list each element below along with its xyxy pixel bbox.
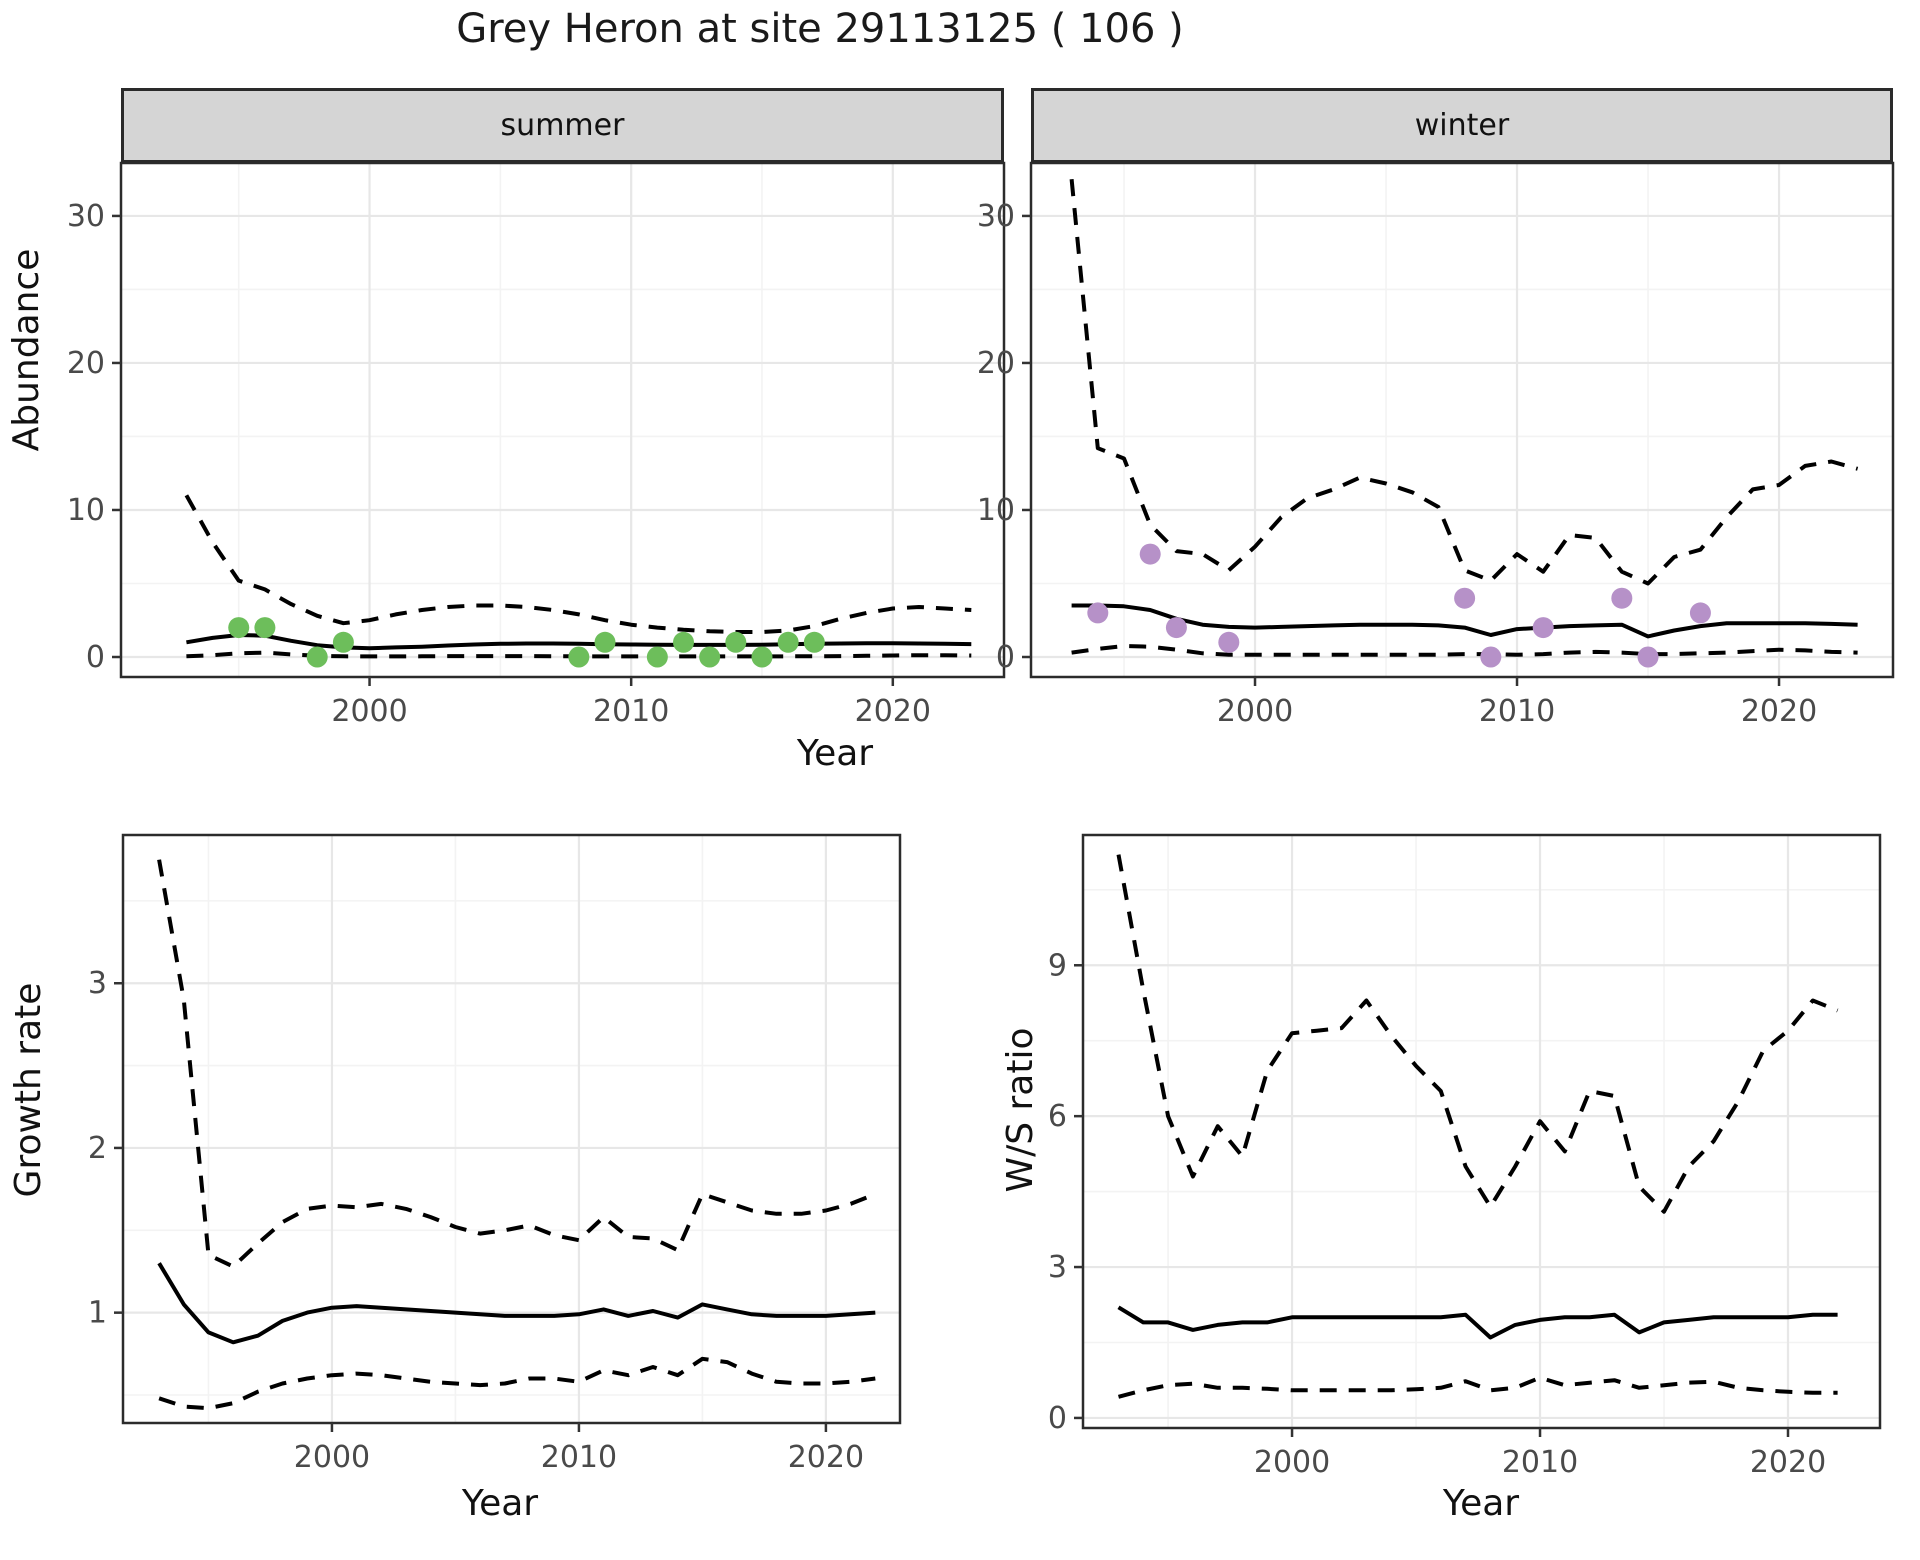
- abundance-winter-lower-ci-line: [1071, 644, 1858, 657]
- abundance-winter-observation-point: [1165, 617, 1187, 639]
- panel-border: [1029, 161, 1895, 679]
- y-tick-label: 3: [1048, 1250, 1067, 1285]
- abundance-summer-observation-point: [568, 646, 590, 668]
- panel-border: [119, 161, 1006, 679]
- y-tick-label: 3: [88, 966, 107, 1001]
- abundance-summer-observation-point: [673, 631, 695, 653]
- abundance-summer-observation-point: [228, 617, 250, 639]
- x-axis-title-growth-rate: Year: [461, 1483, 539, 1524]
- panel-ws-ratio: 2000 2010 2020 0 3 6 9: [1048, 833, 1882, 1480]
- abundance-summer-observation-point: [751, 646, 773, 668]
- x-tick-label: 2000: [1254, 1445, 1330, 1480]
- y-tick-label: 6: [1048, 1099, 1067, 1134]
- y-axis-title-ws-ratio: W/S ratio: [1000, 1027, 1041, 1193]
- abundance-summer-observation-point: [725, 631, 747, 653]
- y-tick-label: 20: [67, 346, 105, 381]
- x-tick-label: 2000: [1217, 694, 1293, 729]
- x-axis-title-top: Year: [796, 733, 874, 774]
- panel-abundance-summer: 2000 2010 2020 0 10 20 30: [67, 161, 1006, 729]
- growth-rate-lower-ci-line: [158, 1356, 876, 1411]
- x-tick-label: 2010: [593, 694, 669, 729]
- abundance-summer-median-line: [186, 633, 972, 651]
- x-tick-label: 2000: [331, 694, 407, 729]
- facet-strip-winter: winter: [1031, 88, 1893, 163]
- y-tick-label: 0: [86, 640, 105, 675]
- y-axis-title-growth-rate: Growth rate: [8, 982, 49, 1198]
- abundance-summer-observation-point: [646, 646, 668, 668]
- ws-ratio-lower-ci-line: [1117, 1375, 1838, 1399]
- y-tick-label: 1: [88, 1296, 107, 1331]
- x-tick-label: 2020: [788, 1440, 864, 1475]
- x-tick-label: 2020: [1741, 694, 1817, 729]
- x-tick-label: 2020: [855, 694, 931, 729]
- abundance-summer-observation-point: [594, 631, 616, 653]
- abundance-winter-observation-point: [1532, 617, 1554, 639]
- abundance-summer-observation-point: [254, 617, 276, 639]
- abundance-winter-observation-point: [1087, 602, 1109, 624]
- abundance-winter-median-line: [1071, 603, 1858, 639]
- facet-strip-summer: summer: [121, 88, 1004, 163]
- abundance-winter-observation-point: [1689, 602, 1711, 624]
- facet-label-summer: summer: [500, 108, 625, 143]
- abundance-winter-observation-point: [1454, 587, 1476, 609]
- y-tick-label: 30: [977, 199, 1015, 234]
- y-tick-label: 2: [88, 1131, 107, 1166]
- y-axis-title-abundance: Abundance: [6, 248, 47, 452]
- x-tick-label: 2000: [294, 1440, 370, 1475]
- plot-title: Grey Heron at site 29113125 ( 106 ): [456, 6, 1184, 52]
- x-tick-label: 2010: [1502, 1445, 1578, 1480]
- abundance-summer-observation-point: [332, 631, 354, 653]
- abundance-winter-observation-point: [1139, 543, 1161, 565]
- abundance-winter-observation-point: [1611, 587, 1633, 609]
- abundance-winter-observation-point: [1480, 646, 1502, 668]
- abundance-winter-upper-ci-line: [1069, 179, 1859, 586]
- abundance-summer-observation-point: [699, 646, 721, 668]
- y-tick-label: 9: [1048, 948, 1067, 983]
- abundance-summer-observation-point: [803, 631, 825, 653]
- growth-rate-median-line: [157, 1262, 876, 1345]
- abundance-summer-observation-point: [306, 646, 328, 668]
- y-tick-label: 30: [67, 199, 105, 234]
- abundance-winter-observation-point: [1218, 631, 1240, 653]
- x-tick-label: 2010: [1479, 694, 1555, 729]
- y-tick-label: 0: [1048, 1401, 1067, 1436]
- y-tick-label: 10: [67, 493, 105, 528]
- panel-growth-rate: 2000 2010 2020 1 2 3: [88, 833, 902, 1475]
- x-tick-label: 2010: [541, 1440, 617, 1475]
- ws-ratio-median-line: [1117, 1305, 1838, 1340]
- x-tick-label: 2020: [1750, 1445, 1826, 1480]
- panel-abundance-winter: 2000 2010 2020 0 10 20 30: [977, 161, 1895, 729]
- y-tick-label: 20: [977, 346, 1015, 381]
- panel-border: [121, 833, 902, 1425]
- facet-label-winter: winter: [1414, 108, 1510, 143]
- abundance-winter-observation-point: [1637, 646, 1659, 668]
- panel-border: [1081, 833, 1882, 1430]
- ws-ratio-upper-ci-line: [1116, 854, 1839, 1214]
- x-axis-title-ws-ratio: Year: [1442, 1483, 1520, 1524]
- y-tick-label: 0: [996, 640, 1015, 675]
- abundance-summer-upper-ci-line: [184, 494, 972, 634]
- growth-rate-upper-ci-line: [157, 859, 877, 1269]
- abundance-summer-observation-point: [777, 631, 799, 653]
- y-tick-label: 10: [977, 493, 1015, 528]
